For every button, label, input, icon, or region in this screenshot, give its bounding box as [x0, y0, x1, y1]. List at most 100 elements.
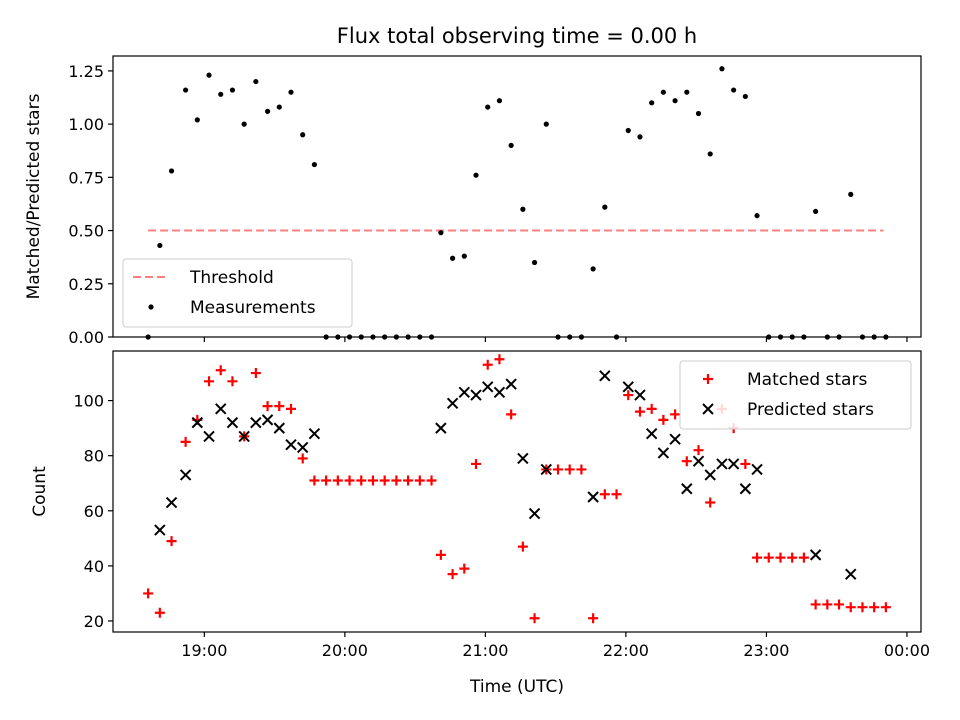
matched-stars-point [154, 607, 165, 618]
y-tick-label: 0.25 [68, 275, 104, 294]
measurements-point [168, 168, 175, 174]
measurements-point [707, 151, 713, 157]
y-tick-label: 40 [84, 557, 104, 576]
y-tick-label: 1.25 [68, 62, 104, 81]
predicted-stars-point [482, 381, 494, 393]
measurements-point [473, 172, 479, 178]
legend-handle-plus [703, 374, 713, 384]
matched-stars-point [576, 464, 587, 475]
x-tick-label: 22:00 [603, 641, 649, 660]
matched-stars-point [752, 552, 763, 563]
y-tick-label: 20 [84, 612, 104, 631]
measurements-point [813, 208, 819, 215]
legend-handle-dot [148, 304, 154, 310]
legend-handle-x [702, 403, 714, 415]
measurements-point [602, 204, 608, 210]
y-tick-label: 60 [84, 502, 104, 521]
measurements-point [731, 87, 737, 93]
predicted-stars-point [704, 469, 716, 481]
predicted-stars-point [435, 422, 447, 434]
matched-stars-point [529, 613, 540, 624]
bottom-panel-frame [112, 350, 922, 633]
predicted-stars-point [250, 416, 262, 429]
measurements-point [637, 134, 643, 140]
matched-stars-point [379, 475, 390, 486]
x-tick-label: 20:00 [322, 641, 368, 660]
matched-stars-point [332, 475, 343, 486]
top-panel-marks [145, 66, 889, 340]
predicted-stars-point [657, 447, 670, 459]
matched-stars-point [391, 475, 402, 486]
matched-stars-point [869, 602, 880, 613]
legend-label: Matched stars [747, 370, 867, 390]
matched-stars-point [763, 552, 774, 563]
top-legend: Threshold Measurements [122, 258, 353, 328]
matched-stars-point [166, 536, 177, 547]
matched-stars-point [274, 401, 285, 412]
measurements-point [218, 91, 224, 97]
matched-stars-point [822, 599, 833, 610]
matched-stars-point [693, 445, 704, 456]
measurements-point [449, 255, 456, 261]
matched-stars-point [845, 602, 856, 613]
predicted-stars-point [154, 524, 166, 536]
measurements-point [672, 98, 678, 104]
measurements-point [590, 266, 596, 272]
predicted-stars-point [285, 438, 297, 451]
matched-stars-point [459, 563, 470, 574]
matched-stars-point [611, 489, 622, 500]
y-tick-label: 0.50 [68, 222, 104, 241]
predicted-stars-point [273, 422, 285, 434]
predicted-stars-point [751, 463, 763, 476]
x-tick-label: 21:00 [462, 641, 508, 660]
matched-stars-point [740, 458, 751, 469]
y-tick-label: 0.75 [68, 168, 104, 187]
bottom-legend: Matched stars Predicted stars [679, 360, 912, 430]
measurements-point [311, 161, 318, 168]
predicted-stars-point [296, 441, 309, 454]
predicted-stars-point [634, 389, 646, 401]
y-tick-label: 100 [73, 392, 104, 411]
measurements-point [742, 93, 748, 100]
top-y-axis-label: Matched/Predicted stars [24, 93, 44, 299]
predicted-stars-point [226, 416, 239, 429]
matched-stars-point [435, 549, 446, 560]
predicted-stars-point [599, 370, 611, 382]
predicted-stars-point [669, 433, 681, 445]
measurements-point [300, 132, 306, 138]
predicted-stars-point [809, 549, 822, 561]
x-tick-label: 19:00 [181, 641, 227, 660]
matched-stars-point [367, 475, 378, 486]
matched-stars-point [180, 436, 191, 447]
x-tick-label: 23:00 [743, 641, 789, 660]
measurements-point [754, 213, 760, 219]
measurements-point [206, 72, 212, 78]
matched-stars-point [670, 409, 681, 420]
matched-stars-point [857, 602, 868, 613]
matched-stars-point [356, 475, 367, 486]
predicted-stars-point [739, 483, 752, 495]
measurements-point [625, 127, 631, 134]
measurements-point [543, 121, 549, 127]
predicted-stars-point [517, 452, 529, 465]
x-axis-label: Time (UTC) [469, 677, 564, 697]
bottom-panel: 19:00 20:00 21:00 22:00 23:00 00:00 20 40 60 80 10… [30, 350, 930, 697]
top-panel-ticks: 0.00 0.25 0.50 0.75 1.00 1.25 [68, 62, 908, 347]
matched-stars-point [506, 409, 517, 420]
measurements-point [531, 259, 538, 266]
matched-stars-point [321, 475, 332, 486]
predicted-stars-point [165, 496, 178, 509]
matched-stars-point [588, 613, 599, 624]
measurements-point [660, 89, 666, 95]
measurements-point [438, 230, 444, 236]
legend-box [122, 258, 353, 328]
matched-stars-point [658, 414, 669, 425]
y-tick-label: 80 [84, 447, 104, 466]
measurements-point [288, 89, 294, 95]
matched-stars-point [705, 497, 716, 508]
predicted-stars-point [191, 416, 204, 429]
matched-stars-point [309, 475, 320, 486]
matched-stars-point [447, 569, 458, 580]
